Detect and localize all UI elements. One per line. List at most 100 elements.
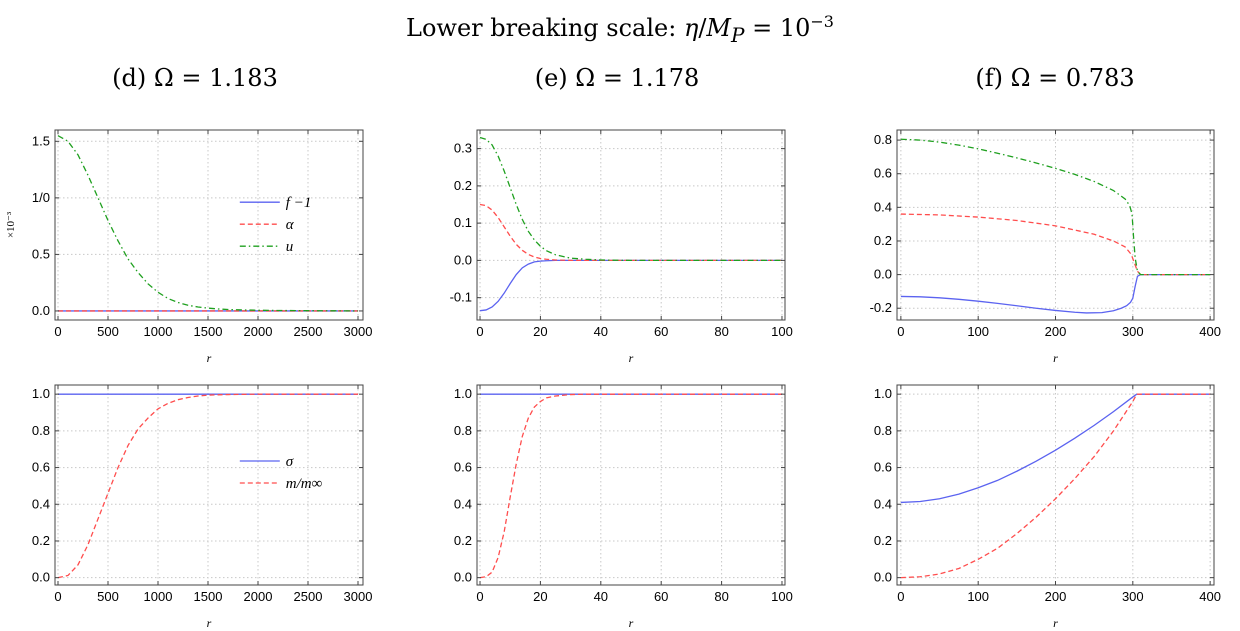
suptitle-equals: = 10 [744,14,811,42]
x-tick-label: 1500 [194,324,223,339]
y-tick-label: 0.6 [874,166,892,181]
y-tick-label: 0.0 [32,303,50,318]
suptitle-p: P [731,22,745,47]
y-tick-label: 0.8 [454,423,472,438]
x-tick-label: 60 [654,324,668,339]
panel-title-d: (d) Ω = 1.183 [112,64,278,92]
y-tick-label: 0.0 [874,570,892,585]
series-line-2 [57,135,359,312]
y-tick-label: 0.6 [32,460,50,475]
panel-3: 0 500 1000 1500 2000 2500 3000 0.0 0.2 0.4 0.6 0.8 1… [32,384,373,630]
y-tick-label: 1.5 [32,133,50,148]
y-tick-label: 0.4 [874,199,892,214]
series-line-2 [900,138,1211,276]
y-tick-label: 0.8 [874,423,892,438]
x-axis-label: r [1053,616,1058,630]
x-tick-label: 0 [897,324,904,339]
x-tick-label: 300 [1122,589,1144,604]
x-tick-label: 1000 [144,589,173,604]
series-line-1 [479,393,782,579]
x-tick-label: 2000 [244,589,273,604]
legend-label: m/m∞ [286,476,323,492]
x-tick-label: 400 [1199,589,1221,604]
x-tick-label: 20 [533,324,547,339]
y-tick-label: 0.0 [874,267,892,282]
legend-label: u [286,239,294,255]
x-tick-label: 0 [476,324,483,339]
panel-1: 0 20 40 60 80 100 -0.1 0.0 0.1 0.2 0.3 r [450,129,793,365]
y-tick-label: 0.3 [454,141,472,156]
x-tick-label: 80 [714,324,728,339]
panel-2: 0 100 200 300 400 -0.2 0.0 0.2 0.4 0.6 0.8 r [870,129,1221,365]
x-axis-label: r [207,351,212,365]
panel-5: 0 100 200 300 400 0.0 0.2 0.4 0.6 0.8 1.0 r [874,384,1221,630]
x-tick-label: 0 [54,324,61,339]
y-tick-label: 1.0 [874,386,892,401]
y-tick-label: 0.8 [32,423,50,438]
series-line-1 [479,203,782,262]
series-line-1 [57,393,358,579]
series-line-0 [479,259,782,312]
y-tick-label: 1.0 [32,386,50,401]
x-tick-label: 100 [967,589,989,604]
x-tick-label: 3000 [344,589,373,604]
x-axis-label: r [629,351,634,365]
x-tick-label: 60 [654,589,668,604]
y-tick-label: 0.8 [874,132,892,147]
y-scale-note: ×10⁻³ [5,211,17,238]
x-tick-label: 3000 [344,324,373,339]
x-tick-label: 2500 [294,324,323,339]
panel-title-f: (f) Ω = 0.783 [975,64,1135,92]
y-tick-label: 0.1 [454,215,472,230]
x-tick-label: 1000 [144,324,173,339]
y-tick-label: 0.0 [454,252,472,267]
x-tick-label: 400 [1199,324,1221,339]
x-axis-label: r [1053,351,1058,365]
x-tick-label: 2500 [294,589,323,604]
x-tick-label: 300 [1122,324,1144,339]
plot-frame [476,384,786,586]
y-tick-label: -0.1 [450,290,472,305]
y-tick-label: 0.2 [874,533,892,548]
x-tick-label: 0 [54,589,61,604]
x-tick-label: 500 [97,324,119,339]
legend-label: α [286,217,295,233]
plot-frame [54,384,364,586]
panel-title-e: (e) Ω = 1.178 [534,64,700,92]
y-tick-label: 0.2 [32,533,50,548]
suptitle-slash: / [698,14,707,42]
y-tick-label: 0.6 [874,460,892,475]
x-tick-label: 40 [594,589,608,604]
y-tick-label: 0.2 [454,178,472,193]
y-tick-label: 0.0 [454,570,472,585]
y-tick-label: 1/0 [32,190,50,205]
x-tick-label: 0 [897,589,904,604]
legend-label: f −1 [286,195,312,211]
plot-frame [54,129,364,321]
y-tick-label: 0.5 [32,246,50,261]
figure-suptitle: Lower breaking scale: η/MP = 10−3 [0,12,1240,47]
series-line-1 [900,393,1211,579]
x-tick-label: 500 [97,589,119,604]
y-tick-label: 0.2 [454,533,472,548]
x-axis-label: r [207,616,212,630]
x-axis-label: r [629,616,634,630]
x-tick-label: 40 [594,324,608,339]
x-tick-label: 100 [967,324,989,339]
x-tick-label: 100 [771,324,793,339]
y-tick-label: 1.0 [454,386,472,401]
series-line-2 [479,136,782,262]
panel-4: 0 20 40 60 80 100 0.0 0.2 0.4 0.6 0.8 1.0 r [454,384,793,630]
series-line-0 [900,393,1211,504]
x-tick-label: 2000 [244,324,273,339]
x-tick-label: 0 [476,589,483,604]
suptitle-exponent: −3 [810,12,834,31]
y-tick-label: 0.4 [32,496,50,511]
x-tick-label: 200 [1045,324,1067,339]
x-tick-label: 1500 [194,589,223,604]
x-tick-label: 80 [714,589,728,604]
panel-0: 0 500 1000 1500 2000 2500 3000 0.0 0.5 1/0 1.5 r ×10… [5,129,373,365]
x-tick-label: 20 [533,589,547,604]
plot-frame [476,129,786,321]
